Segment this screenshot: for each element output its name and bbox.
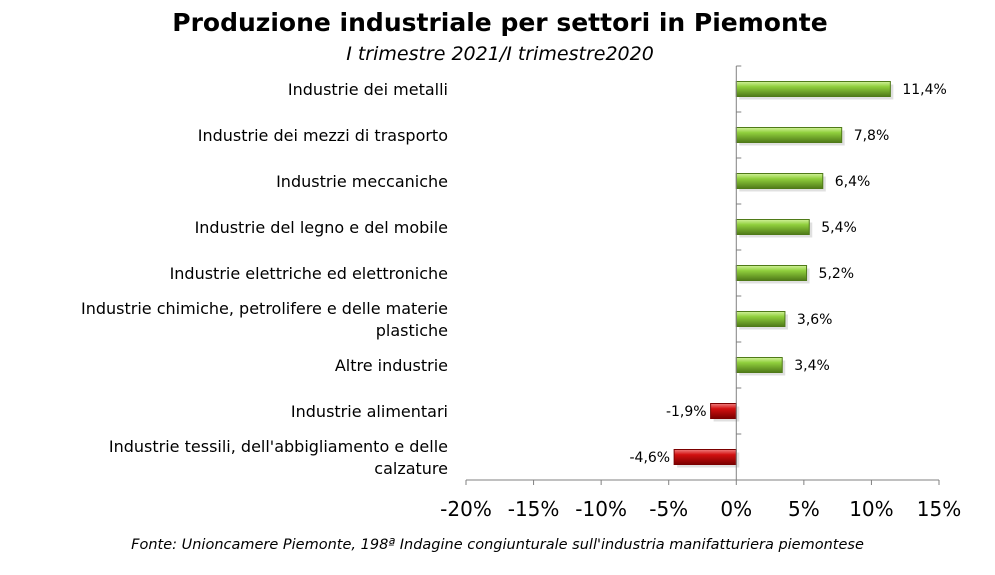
source-note: Fonte: Unioncamere Piemonte, 198ª Indagi… — [131, 537, 864, 553]
bar — [735, 265, 808, 281]
data-label: 6,4% — [835, 174, 871, 190]
bar — [735, 127, 843, 143]
bar — [673, 449, 737, 465]
data-label: 5,2% — [819, 266, 855, 282]
category-label: Industrie tessili, dell'abbigliamento e … — [109, 437, 448, 478]
category-label: Industrie chimiche, petrolifere e delle … — [81, 299, 448, 340]
x-tick-label: 10% — [849, 497, 893, 521]
category-label: Industrie dei metalli — [288, 80, 448, 99]
bar — [735, 357, 783, 373]
category-label: Industrie dei mezzi di trasporto — [198, 126, 448, 145]
x-tick-label: 5% — [788, 497, 820, 521]
bar — [735, 81, 891, 97]
x-tick-label: -15% — [508, 497, 560, 521]
data-label: 5,4% — [821, 220, 857, 236]
x-tick-label: 0% — [720, 497, 752, 521]
x-tick-label: -5% — [649, 497, 688, 521]
category-label: Industrie meccaniche — [276, 172, 448, 191]
data-label: 11,4% — [902, 82, 946, 98]
x-tick-label: 15% — [917, 497, 961, 521]
chart-title: Produzione industriale per settori in Pi… — [172, 8, 828, 37]
bar — [735, 219, 810, 235]
bar — [735, 173, 824, 189]
data-label: 3,4% — [794, 358, 830, 374]
category-label: Industrie del legno e del mobile — [195, 218, 448, 237]
data-label: 3,6% — [797, 312, 833, 328]
data-label: -4,6% — [629, 450, 670, 466]
x-tick-label: -10% — [575, 497, 627, 521]
data-label: 7,8% — [854, 128, 890, 144]
bar — [735, 311, 786, 327]
bar — [710, 403, 737, 419]
data-label: -1,9% — [666, 404, 707, 420]
chart-subtitle: I trimestre 2021/I trimestre2020 — [346, 43, 654, 65]
category-label: Industrie alimentari — [291, 402, 448, 421]
category-label: Industrie elettriche ed elettroniche — [170, 264, 448, 283]
x-tick-label: -20% — [440, 497, 492, 521]
category-label: Altre industrie — [335, 356, 448, 375]
